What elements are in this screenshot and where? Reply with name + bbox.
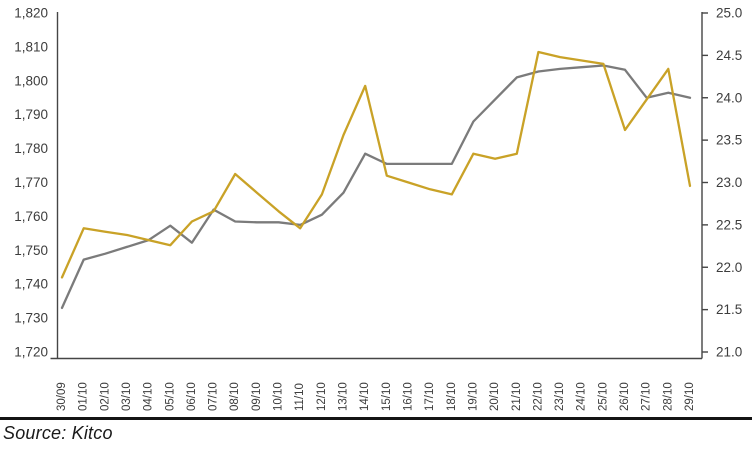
right-axis-tick-label: 24.5 (716, 48, 742, 63)
x-axis-tick-label: 29/10 (684, 382, 696, 411)
right-axis-tick-label: 25.0 (716, 6, 742, 21)
x-axis-tick-label: 23/10 (554, 382, 566, 411)
x-axis-tick-label: 11/10 (294, 383, 306, 411)
x-axis-tick-label: 18/10 (446, 382, 458, 411)
dual-axis-line-chart: 1,820 1,810 1,800 1,790 1,780 1,770 1,760 1,750… (14, 6, 742, 412)
x-axis-tick-label: 28/10 (662, 382, 674, 411)
x-axis-tick-label: 24/10 (576, 382, 588, 411)
x-axis-tick-label: 14/10 (359, 382, 371, 411)
left-axis-tick-label: 1,780 (14, 141, 48, 156)
x-axis-tick-label: 21/10 (511, 382, 523, 411)
left-axis-tick-label: 1,790 (14, 107, 48, 122)
right-axis-tick-label: 24.0 (716, 90, 742, 105)
left-axis-tick-label: 1,770 (14, 175, 48, 190)
x-axis-tick-label: 07/10 (208, 382, 220, 411)
x-axis-tick-label: 03/10 (121, 382, 133, 411)
right-axis-tick-label: 21.5 (716, 302, 742, 317)
x-axis-tick-label: 10/10 (273, 382, 285, 411)
yellow-series-left-axis-line (60, 50, 692, 279)
x-axis-tick-label: 04/10 (143, 382, 155, 411)
x-axis-tick-label: 02/10 (99, 382, 111, 411)
x-axis-tick-label: 17/10 (424, 382, 436, 411)
x-axis-tick-label: 27/10 (641, 382, 653, 411)
right-axis-tick-label: 21.0 (716, 345, 742, 360)
x-axis-tick-label: 09/10 (251, 382, 263, 411)
x-axis-tick-label: 30/09 (56, 382, 68, 411)
x-axis-tick-label: 19/10 (467, 382, 479, 411)
left-axis-tick-label: 1,730 (14, 311, 48, 326)
x-axis-tick-label: 08/10 (229, 382, 241, 411)
right-axis-tick-label: 22.5 (716, 217, 742, 232)
left-axis-tick-label: 1,720 (14, 345, 48, 360)
divider-rule (0, 417, 752, 420)
x-axis-tick-label: 26/10 (619, 382, 631, 411)
gray-series-right-axis-line (60, 64, 692, 310)
left-axis-tick-label: 1,760 (14, 209, 48, 224)
left-axis-tick-label: 1,800 (14, 73, 48, 88)
x-axis-tick-label: 01/10 (78, 382, 90, 411)
left-axis-tick-label: 1,810 (14, 39, 48, 54)
x-axis-tick-label: 05/10 (164, 382, 176, 411)
x-axis-tick-label: 25/10 (597, 382, 609, 411)
x-axis-tick-label: 22/10 (532, 382, 544, 411)
x-axis-tick-label: 20/10 (489, 382, 501, 411)
right-axis-tick-label: 23.5 (716, 133, 742, 148)
x-axis-tick-label: 12/10 (316, 382, 328, 411)
x-axis-tick-label: 15/10 (381, 382, 393, 411)
x-axis-tick-label: 13/10 (338, 382, 350, 411)
left-axis-tick-label: 1,750 (14, 243, 48, 258)
source-note: Source: Kitco (3, 423, 113, 443)
x-axis-tick-label: 06/10 (186, 382, 198, 411)
left-axis-tick-label: 1,820 (14, 6, 48, 21)
x-axis-tick-label: 16/10 (402, 382, 414, 411)
left-axis-tick-label: 1,740 (14, 277, 48, 292)
right-axis-tick-label: 22.0 (716, 260, 742, 275)
right-axis-tick-label: 23.0 (716, 175, 742, 190)
